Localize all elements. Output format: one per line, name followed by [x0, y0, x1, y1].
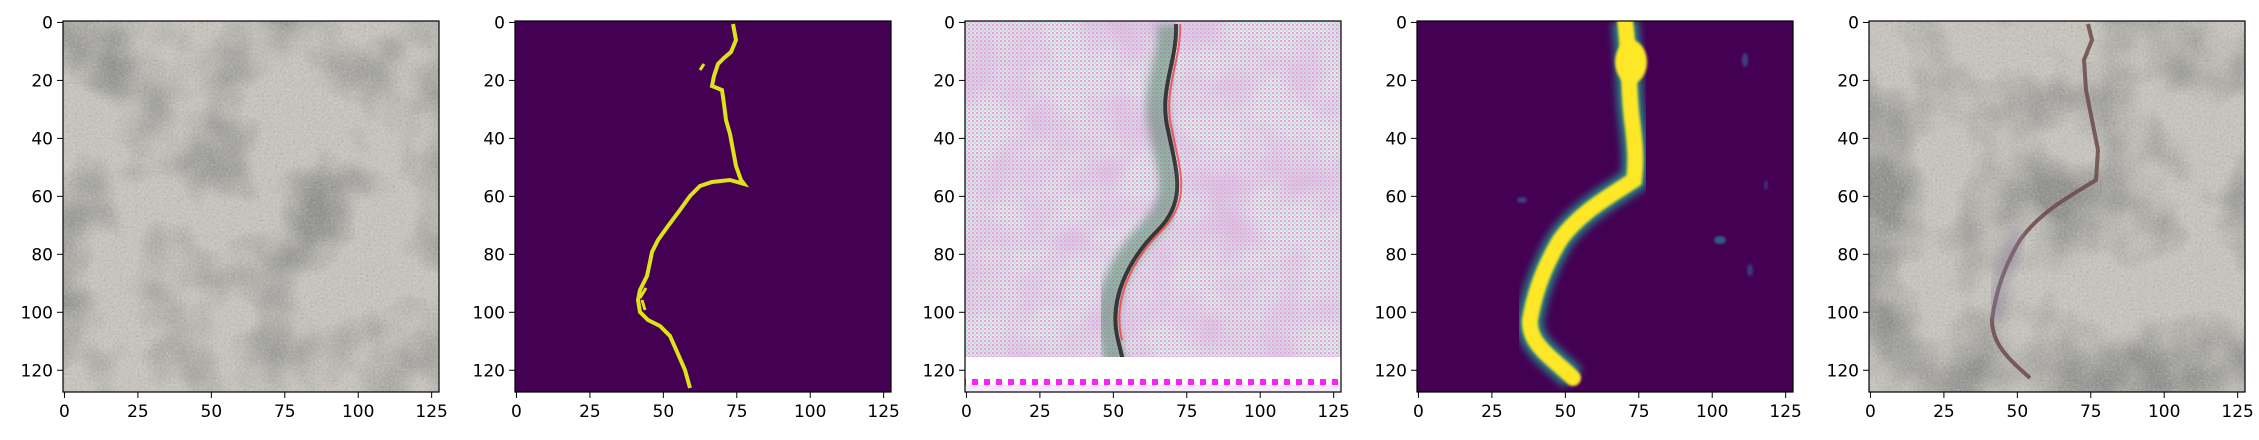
y-tick-label: 20 — [483, 71, 505, 91]
x-tick-label: 50 — [653, 402, 675, 422]
y-tick-label: 40 — [933, 129, 955, 149]
panel-image — [515, 21, 891, 392]
x-tick-label: 100 — [342, 402, 374, 422]
crack-mask-line — [635, 23, 750, 389]
y-tick-label: 0 — [944, 13, 955, 33]
y-tick-label: 80 — [933, 245, 955, 265]
y-tick-label: 100 — [473, 303, 505, 323]
y-tick-label: 100 — [1375, 303, 1407, 323]
y-tick-label: 0 — [1848, 13, 1859, 33]
x-tick-label: 25 — [1933, 402, 1955, 422]
y-tick-label: 0 — [42, 13, 53, 33]
y-tick-label: 60 — [1837, 187, 1859, 207]
y-tick-label: 20 — [1837, 71, 1859, 91]
y-tick-label: 40 — [1385, 129, 1407, 149]
panel-overlay-texture — [1869, 21, 2245, 392]
y-tick-label: 0 — [494, 13, 505, 33]
y-tick-label: 100 — [1827, 303, 1859, 323]
axes-frame — [62, 20, 440, 393]
axes-frame — [964, 20, 1342, 393]
y-tick-label: 120 — [473, 361, 505, 381]
x-tick-label: 75 — [2080, 402, 2102, 422]
x-tick-label: 100 — [1696, 402, 1728, 422]
x-tick-label: 25 — [579, 402, 601, 422]
x-tick-label: 75 — [726, 402, 748, 422]
x-tick-label: 125 — [1317, 402, 1349, 422]
y-tick-label: 80 — [1837, 245, 1859, 265]
y-tick-label: 80 — [31, 245, 53, 265]
x-tick-label: 50 — [201, 402, 223, 422]
y-tick-label: 40 — [483, 129, 505, 149]
x-tick-label: 25 — [1481, 402, 1503, 422]
x-tick-label: 50 — [2007, 402, 2029, 422]
heatmap-core — [1521, 21, 1644, 386]
x-tick-label: 125 — [1769, 402, 1801, 422]
x-tick-label: 100 — [1244, 402, 1276, 422]
y-tick-label: 120 — [1827, 361, 1859, 381]
x-tick-label: 50 — [1103, 402, 1125, 422]
x-tick-label: 25 — [1029, 402, 1051, 422]
y-tick-label: 20 — [31, 71, 53, 91]
x-tick-label: 0 — [1413, 402, 1424, 422]
panel-input-texture — [63, 21, 439, 392]
x-tick-label: 100 — [2148, 402, 2180, 422]
x-tick-label: 0 — [1865, 402, 1876, 422]
y-tick-label: 60 — [31, 187, 53, 207]
y-tick-label: 120 — [21, 361, 53, 381]
x-tick-label: 75 — [1628, 402, 1650, 422]
y-tick-label: 60 — [1385, 187, 1407, 207]
x-tick-label: 75 — [1176, 402, 1198, 422]
axes-frame — [1868, 20, 2246, 393]
y-tick-label: 80 — [483, 245, 505, 265]
y-tick-label: 60 — [483, 187, 505, 207]
x-tick-label: 0 — [961, 402, 972, 422]
axes-frame — [514, 20, 892, 393]
axes-generated-texture: 0 25 50 75 100 125 0 20 40 60 80 100 120 — [923, 13, 1350, 422]
axes-ground-truth-mask: 0 25 50 75 100 125 0 20 40 60 80 100 120 — [473, 13, 900, 422]
panel-ground-truth-mask — [515, 21, 891, 392]
x-tick-label: 0 — [59, 402, 70, 422]
x-tick-label: 125 — [415, 402, 447, 422]
y-tick-label: 120 — [923, 361, 955, 381]
axes-input-texture: 0 25 50 75 100 125 0 20 40 60 80 100 120 — [21, 13, 448, 422]
y-tick-label: 120 — [1375, 361, 1407, 381]
panel-generated-texture — [965, 21, 1341, 392]
y-tick-label: 40 — [31, 129, 53, 149]
y-tick-label: 80 — [1385, 245, 1407, 265]
y-tick-label: 100 — [923, 303, 955, 323]
axes-overlay-texture: 0 25 50 75 100 125 0 20 40 60 80 100 120 — [1827, 13, 2254, 422]
y-tick-label: 40 — [1837, 129, 1859, 149]
y-tick-label: 20 — [1385, 71, 1407, 91]
x-tick-label: 125 — [2221, 402, 2253, 422]
x-tick-label: 75 — [274, 402, 296, 422]
y-tick-label: 20 — [933, 71, 955, 91]
x-tick-label: 125 — [867, 402, 899, 422]
x-tick-label: 100 — [794, 402, 826, 422]
y-tick-label: 100 — [21, 303, 53, 323]
panel-predicted-heatmap — [1417, 21, 1793, 392]
x-tick-label: 0 — [511, 402, 522, 422]
x-tick-label: 50 — [1555, 402, 1577, 422]
axes-layer: 0 25 50 75 100 125 0 20 40 60 80 100 120 0 25 50 75 100 12… — [21, 13, 2254, 422]
x-tick-label: 25 — [127, 402, 149, 422]
axes-frame — [1416, 20, 1794, 393]
axes-predicted-heatmap: 0 25 50 75 100 125 0 20 40 60 80 100 120 — [1375, 13, 1802, 422]
y-tick-label: 0 — [1396, 13, 1407, 33]
y-tick-label: 60 — [933, 187, 955, 207]
